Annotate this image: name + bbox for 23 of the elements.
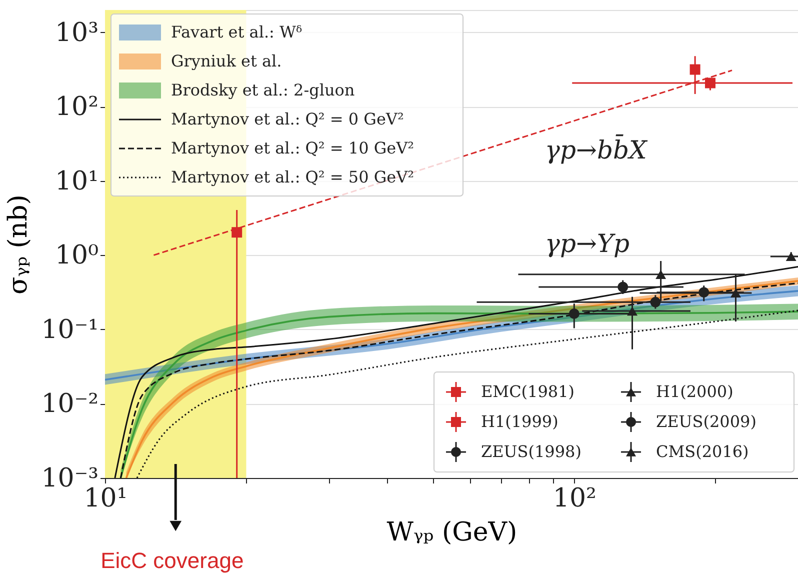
legend-label: H1(1999) xyxy=(481,412,558,431)
legend-label: EMC(1981) xyxy=(481,382,575,401)
y-tick-label: 10⁰ xyxy=(54,240,98,271)
legend-label: Brodsky et al.: 2-gluon xyxy=(171,80,355,100)
x-axis-title: Wᵧₚ (GeV) xyxy=(386,518,518,548)
y-tick-label: 10⁻¹ xyxy=(41,314,98,345)
legend-label: CMS(2016) xyxy=(656,442,749,461)
legend-label: Martynov et al.: Q² = 50 GeV² xyxy=(171,168,414,186)
legend-label: ZEUS(1998) xyxy=(481,442,582,461)
legend-label: Martynov et al.: Q² = 10 GeV² xyxy=(171,138,414,158)
y-tick-label: 10¹ xyxy=(54,166,98,196)
legend-label: Gryniuk et al. xyxy=(171,52,282,70)
y-tick-label: 10³ xyxy=(54,18,98,48)
y-tick-label: 10² xyxy=(54,92,98,122)
annotation: γp→bb̄X xyxy=(545,134,648,164)
legend-label: ZEUS(2009) xyxy=(656,412,756,431)
legend-label: H1(2000) xyxy=(656,382,734,401)
y-axis-title: σᵧₚ (nb) xyxy=(3,194,34,294)
annotation: γp→Υp xyxy=(545,229,630,258)
band-label: EicC coverage xyxy=(100,548,244,573)
legend-label: Martynov et al.: Q² = 0 GeV² xyxy=(171,110,404,128)
y-tick-label: 10⁻² xyxy=(41,389,98,420)
legend-label: Favart et al.: Wᵟ xyxy=(171,22,302,42)
